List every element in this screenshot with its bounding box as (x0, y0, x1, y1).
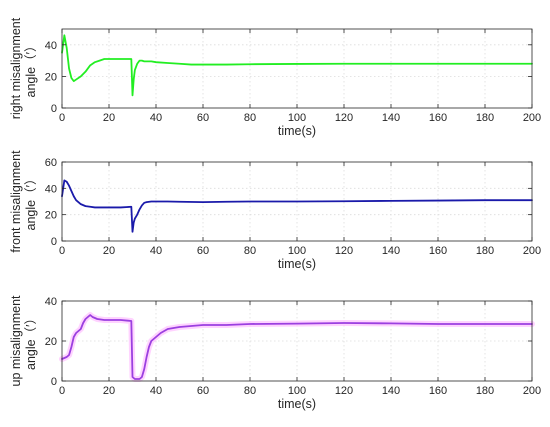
y-tick-label: 40 (45, 40, 57, 52)
x-tick-label: 60 (197, 112, 209, 124)
x-tick-label: 20 (103, 385, 115, 397)
x-tick-label: 80 (244, 385, 256, 397)
x-tick-label: 200 (523, 112, 541, 124)
x-tick-label: 100 (288, 385, 306, 397)
y-tick-label: 20 (45, 210, 57, 222)
x-tick-label: 0 (59, 385, 65, 397)
x-tick-label: 0 (59, 245, 65, 257)
y-axis-label-line1: front misalignment (9, 150, 23, 253)
x-tick-label: 140 (382, 245, 400, 257)
x-tick-label: 160 (429, 112, 447, 124)
x-tick-label: 60 (197, 245, 209, 257)
y-axis-label-line2: angle（′） (24, 173, 38, 231)
x-tick-label: 20 (103, 245, 115, 257)
x-tick-label: 120 (335, 385, 353, 397)
x-axis-label: time(s) (278, 257, 316, 271)
subplot-1: 0 20 40 60 80 100 120 140 160 180 200 0 20 40 time(s) r… (9, 17, 541, 138)
subplot-2: 0 20 40 60 80 100 120 140 160 180 200 0 20 40 60 time(s… (9, 150, 541, 271)
y-axis-label-line2: angle（′） (24, 40, 38, 98)
x-tick-label: 80 (244, 112, 256, 124)
x-tick-label: 200 (523, 385, 541, 397)
y-axis-label-line1: right misalignment (9, 17, 23, 119)
x-tick-label: 80 (244, 245, 256, 257)
x-tick-label: 160 (429, 245, 447, 257)
series-line (61, 34, 533, 97)
x-tick-label: 40 (150, 112, 162, 124)
subplot-3: 0 20 40 60 80 100 120 140 160 180 200 0 20 40 time(s) u… (9, 295, 541, 411)
x-axis-label: time(s) (278, 397, 316, 411)
series-line (61, 179, 533, 233)
x-tick-label: 0 (59, 112, 65, 124)
y-tick-label: 0 (51, 103, 57, 115)
y-tick-label: 20 (45, 336, 57, 348)
x-tick-label: 120 (335, 245, 353, 257)
y-tick-label: 0 (51, 236, 57, 248)
y-tick-label: 20 (45, 71, 57, 83)
y-tick-label: 40 (45, 296, 57, 308)
x-tick-label: 100 (288, 112, 306, 124)
series-line (61, 314, 533, 380)
y-tick-label: 60 (45, 157, 57, 169)
y-tick-label: 0 (51, 376, 57, 388)
x-tick-label: 20 (103, 112, 115, 124)
x-tick-label: 60 (197, 385, 209, 397)
y-tick-label: 40 (45, 183, 57, 195)
x-tick-label: 200 (523, 245, 541, 257)
x-tick-label: 160 (429, 385, 447, 397)
x-tick-label: 40 (150, 385, 162, 397)
x-tick-label: 140 (382, 112, 400, 124)
x-tick-label: 140 (382, 385, 400, 397)
x-axis-label: time(s) (278, 124, 316, 138)
x-tick-label: 180 (476, 245, 494, 257)
x-tick-label: 40 (150, 245, 162, 257)
x-tick-label: 100 (288, 245, 306, 257)
x-tick-label: 120 (335, 112, 353, 124)
y-axis-label-line2: angle（′） (24, 312, 38, 370)
x-tick-label: 180 (476, 112, 494, 124)
y-axis-label-line1: up misalignment (9, 295, 23, 387)
x-tick-label: 180 (476, 385, 494, 397)
